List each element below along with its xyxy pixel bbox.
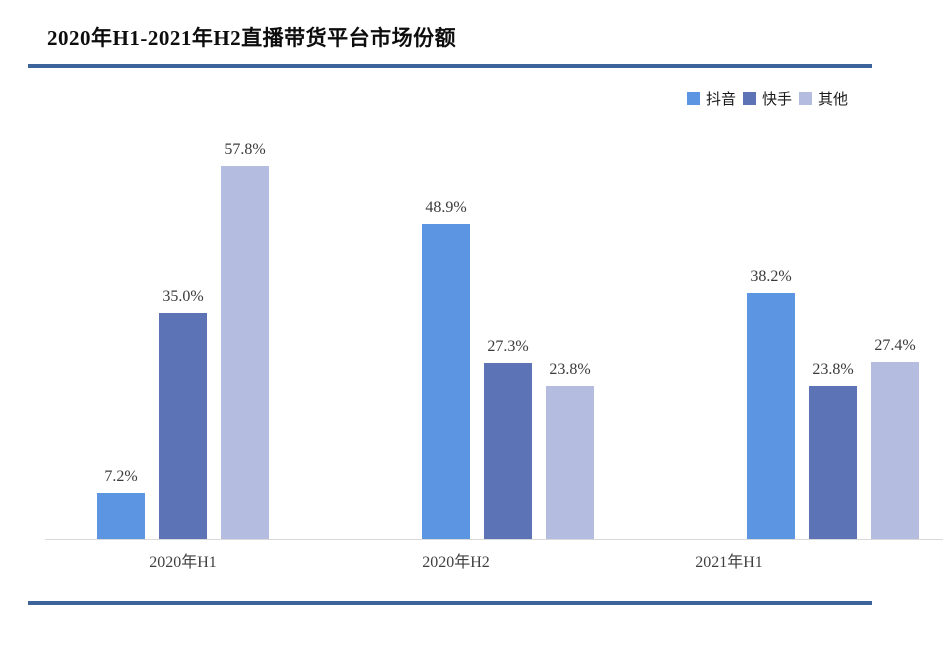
legend-swatch-icon [742, 92, 756, 105]
legend-swatch-icon [686, 92, 700, 105]
bar-value-label: 27.3% [487, 337, 529, 355]
x-axis-label: 2020年H1 [149, 554, 217, 571]
bar-cell: 48.9% [422, 198, 470, 539]
legend-item-kuaishou: 快手 [742, 88, 792, 109]
bar-cell: 38.2% [747, 267, 795, 539]
legend-label: 快手 [761, 92, 792, 108]
x-axis-label: 2020年H2 [422, 554, 490, 571]
footer-rule [28, 601, 872, 605]
bar-value-label: 38.2% [750, 267, 792, 285]
bar-chart-plot-area: 7.2% 35.0% 57.8% 48.9% 27.3% 23.8% 38.2% 23.8% 2… [45, 100, 943, 540]
legend-item-others: 其他 [798, 88, 848, 109]
x-axis-labels: 2020年H1 2020年H2 2021年H1 [45, 548, 867, 572]
bar-cell: 23.8% [809, 360, 857, 539]
bar-cell: 27.3% [484, 337, 532, 539]
bar-快手 [809, 385, 857, 539]
bar-value-label: 23.8% [549, 360, 591, 378]
bar-value-label: 7.2% [104, 467, 138, 485]
bar-cell: 7.2% [97, 467, 145, 539]
bar-其他 [221, 166, 269, 539]
legend-label: 抖音 [705, 92, 736, 108]
bar-其他 [546, 385, 594, 539]
bar-group-2020年H2: 48.9% 27.3% 23.8% [422, 198, 594, 539]
chart-title: 2020年H1-2021年H2直播带货平台市场份额 [47, 26, 457, 50]
bar-快手 [484, 362, 532, 539]
bar-group-2020年H1: 7.2% 35.0% 57.8% [97, 142, 269, 539]
chart-legend: 抖音 快手 其他 [686, 88, 848, 109]
bar-快手 [159, 313, 207, 539]
bar-cell: 27.4% [871, 338, 919, 539]
legend-item-douyin: 抖音 [686, 88, 736, 109]
bar-value-label: 23.8% [812, 360, 854, 378]
title-underline-rule [28, 64, 872, 68]
bar-cell: 23.8% [546, 360, 594, 539]
bar-抖音 [422, 223, 470, 539]
bar-group-2021年H1: 38.2% 23.8% 27.4% [747, 267, 919, 539]
bar-value-label: 48.9% [425, 198, 467, 216]
legend-label: 其他 [817, 92, 848, 108]
bar-value-label: 57.8% [224, 141, 266, 159]
bar-抖音 [747, 292, 795, 539]
bar-value-label: 27.4% [874, 337, 916, 355]
bar-其他 [871, 362, 919, 539]
bar-value-label: 35.0% [162, 288, 204, 306]
bar-cell: 57.8% [221, 142, 269, 539]
bar-cell: 35.0% [159, 289, 207, 539]
x-axis-label: 2021年H1 [695, 554, 763, 571]
bar-抖音 [97, 492, 145, 539]
legend-swatch-icon [798, 92, 812, 105]
